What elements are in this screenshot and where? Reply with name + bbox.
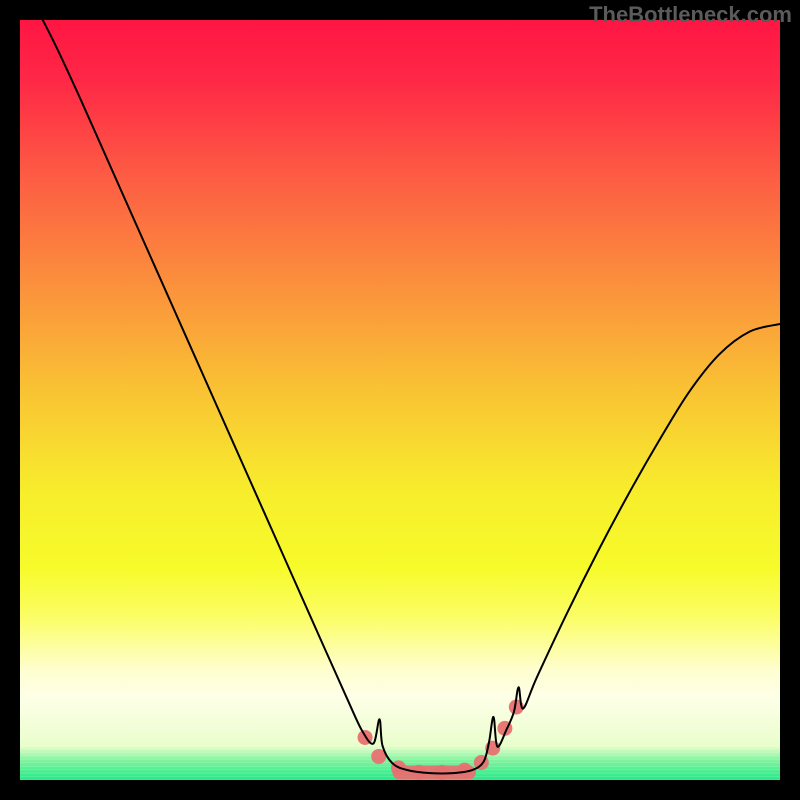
marker-dot xyxy=(434,765,449,780)
plot-area xyxy=(20,20,780,780)
chart-svg xyxy=(20,20,780,780)
watermark-text: TheBottleneck.com xyxy=(589,2,792,28)
gradient-background xyxy=(20,20,780,780)
